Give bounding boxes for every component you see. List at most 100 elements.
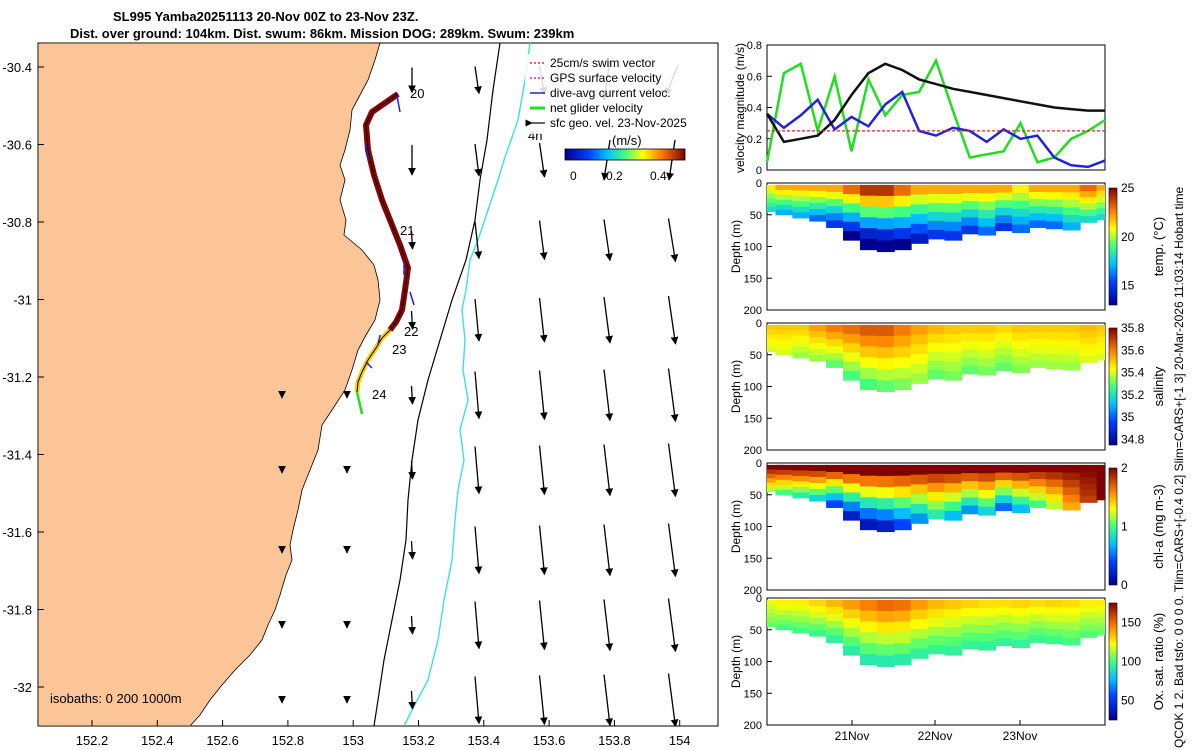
section-cell <box>859 346 878 358</box>
section-cell <box>809 599 828 607</box>
section-cell <box>1045 346 1064 355</box>
section-cell <box>1062 347 1081 356</box>
map-panel: 20 21 22 23 24 4h isobaths: 0 200 1000m … <box>2 42 719 748</box>
section-cell <box>859 653 878 666</box>
section-cell <box>1028 206 1047 214</box>
section-cell <box>978 226 997 236</box>
section-cell <box>944 194 963 204</box>
geo-velocity-arrow <box>603 599 614 652</box>
section-cell <box>1079 209 1098 217</box>
section-cell <box>1045 479 1064 488</box>
section-cell <box>978 599 997 609</box>
section-cell <box>1028 471 1047 480</box>
section-cell <box>775 194 794 201</box>
section-cell <box>995 340 1014 349</box>
geo-velocity-arrow <box>667 295 679 345</box>
section-xtick-label: 21Nov <box>835 729 870 743</box>
section-panel-3: 0 50 100 150 200 Depth (m) 2 1 0 chl-a (mg m-3) <box>729 458 1166 597</box>
section-cell <box>995 464 1014 474</box>
section-cell <box>961 624 980 634</box>
section-cell <box>1012 615 1030 625</box>
section-cell <box>1079 477 1098 485</box>
section-cell <box>893 599 912 612</box>
map-x-axis: 152.2 152.4 152.6 152.8 153 153.2 153.4 153.6 15… <box>76 720 691 748</box>
section-cell <box>876 644 895 656</box>
section-cell <box>995 192 1014 201</box>
section-cell <box>978 624 997 634</box>
section-cell <box>775 464 794 471</box>
section-cell <box>1045 621 1064 630</box>
section-cell <box>1062 214 1081 223</box>
section-cell <box>775 189 794 196</box>
section-cell <box>944 230 963 241</box>
section-cell <box>910 609 929 620</box>
section-cell <box>944 474 963 484</box>
section-cell <box>1062 464 1081 473</box>
map-xtick-label: 153.2 <box>402 733 435 748</box>
section-cell <box>1079 612 1098 620</box>
section-cell <box>876 196 895 208</box>
section-colorbar-tick: 35.6 <box>1121 343 1145 357</box>
geo-velocity-arrow <box>603 296 613 344</box>
map-ytick-label: -31.2 <box>2 370 32 385</box>
section-cell <box>859 335 878 347</box>
section-cell <box>876 509 895 521</box>
section-cell <box>876 622 895 634</box>
section-cell <box>809 489 828 496</box>
section-cell <box>1012 224 1030 234</box>
section-cell <box>1096 190 1105 198</box>
section-ylabel: Depth (m) <box>729 360 743 413</box>
section-colorbar-tick: 35.2 <box>1121 388 1145 402</box>
geo-velocity-arrow <box>474 371 483 420</box>
section-cell <box>910 373 929 384</box>
section-cell <box>927 333 946 344</box>
section-cell <box>978 341 997 351</box>
section-cell <box>859 206 878 218</box>
section-cell <box>826 479 845 487</box>
section-cell <box>1012 208 1030 218</box>
section-cell <box>843 203 861 214</box>
section-cell <box>1096 202 1105 209</box>
geo-velocity-arrow <box>408 460 417 480</box>
section-cell <box>944 221 963 232</box>
section-cell <box>910 233 929 244</box>
section-cell <box>1079 349 1098 357</box>
section-cell <box>893 632 912 644</box>
section-cell <box>1028 599 1047 608</box>
section-cell <box>792 599 811 606</box>
section-cell <box>809 190 828 198</box>
section-ytick-label: 200 <box>744 305 762 317</box>
section-colorbar-tick: 50 <box>1121 694 1135 708</box>
section-cell <box>826 353 845 361</box>
map-ytick-label: -31 <box>13 293 32 308</box>
section-colorbar <box>1108 327 1118 446</box>
section-cell <box>961 599 980 609</box>
section-cell <box>876 476 895 488</box>
section-cell <box>826 493 845 501</box>
section-cell <box>944 645 963 656</box>
section-cell <box>1012 623 1030 633</box>
section-ytick-label: 200 <box>744 445 762 457</box>
section-cell <box>910 363 929 375</box>
section-cell <box>859 324 878 337</box>
section-cell <box>876 324 895 337</box>
section-cell <box>792 201 811 208</box>
section-cell <box>1045 599 1064 608</box>
section-cell <box>1012 340 1030 350</box>
geo-velocity-arrow <box>538 525 548 576</box>
section-cell <box>927 324 946 335</box>
section-cell <box>1012 472 1030 482</box>
section-cell <box>826 199 845 207</box>
section-colorbar <box>1108 467 1118 586</box>
section-cell <box>1045 324 1064 333</box>
section-cell <box>826 599 845 608</box>
section-cell <box>876 184 895 197</box>
section-ytick-label: 150 <box>744 413 762 425</box>
section-cell <box>843 599 861 610</box>
section-cell <box>978 489 997 499</box>
section-cell <box>995 472 1014 481</box>
section-cell <box>910 484 929 495</box>
land <box>38 43 381 726</box>
section-cell <box>843 361 861 372</box>
section-cell <box>826 346 845 354</box>
